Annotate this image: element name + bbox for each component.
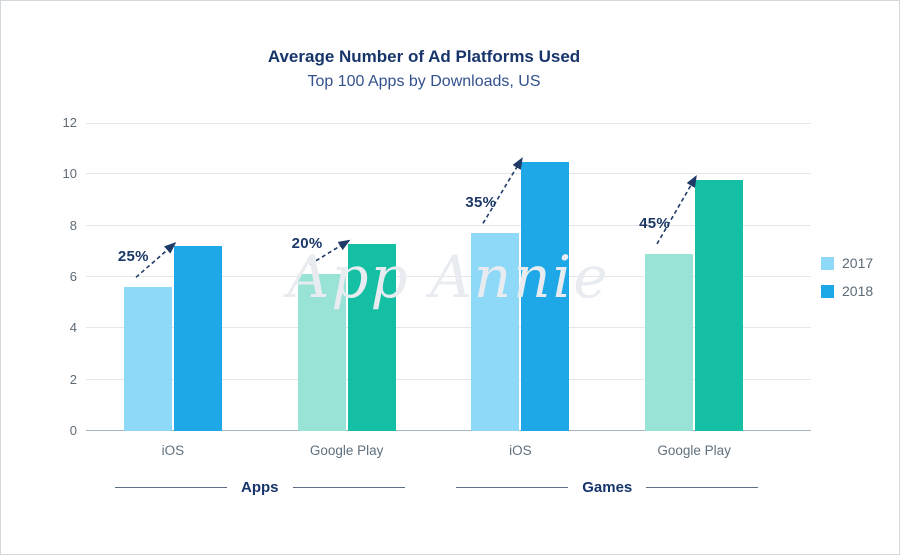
bar-2017 <box>471 233 520 431</box>
bar-2017 <box>123 287 172 431</box>
category-label: iOS <box>509 443 532 458</box>
y-tick-label: 6 <box>69 269 77 284</box>
chart-title: Average Number of Ad Platforms Used <box>267 47 581 66</box>
legend: 2017 2018 <box>821 255 873 299</box>
groups: 25% iOS 20% Google Play 35% iOS 45% Google Play <box>86 123 781 458</box>
y-axis: 0 2 4 6 8 10 12 <box>37 115 77 438</box>
growth-label: 35% <box>465 194 497 212</box>
gridline <box>86 123 811 124</box>
bar-group-ios-0: 25% iOS <box>108 123 238 458</box>
bar-2018 <box>695 179 744 431</box>
bar-group-google-play-1: 20% Google Play <box>282 123 412 458</box>
y-tick-label: 8 <box>69 217 77 233</box>
bar-2018 <box>173 246 222 431</box>
y-tick-label: 12 <box>62 115 77 130</box>
section-label-apps: Apps <box>241 479 279 496</box>
y-tick-label: 4 <box>69 320 77 336</box>
bar-group-ios-2: 35% iOS <box>455 123 585 458</box>
section-label-games: Games <box>582 479 633 496</box>
category-label: iOS <box>161 443 185 458</box>
plot-area: 25% iOS 20% Google Play 35% iOS 45% Google Play <box>86 123 811 458</box>
bar-2017 <box>645 253 694 431</box>
category-label: Google Play <box>657 443 731 458</box>
gridline <box>86 327 811 329</box>
section-axis: Apps Games <box>86 479 781 496</box>
growth-label: 25% <box>117 248 149 266</box>
legend-item-2017: 2017 <box>821 255 873 271</box>
gridline <box>86 276 811 277</box>
gridline <box>86 378 811 380</box>
legend-item-2018: 2018 <box>821 283 873 299</box>
category-label: Google Play <box>309 443 384 458</box>
legend-label-2018: 2018 <box>842 283 874 299</box>
growth-label: 45% <box>639 214 671 232</box>
bar-group-google-play-3: 45% Google Play <box>629 123 759 458</box>
section-games: Games <box>434 479 782 496</box>
y-tick-label: 10 <box>62 166 77 182</box>
growth-label: 20% <box>291 235 323 253</box>
y-tick-label: 0 <box>69 423 77 438</box>
gridline <box>86 430 811 431</box>
gridline <box>86 173 811 175</box>
legend-label-2017: 2017 <box>842 255 874 271</box>
bar-2018 <box>347 243 396 431</box>
section-line-left <box>456 487 569 488</box>
section-line-left <box>115 487 227 488</box>
y-tick-label: 2 <box>69 371 77 387</box>
chart-subtitle: Top 100 Apps by Downloads, US <box>307 73 541 90</box>
section-line-right <box>292 487 405 488</box>
section-apps: Apps <box>86 479 434 496</box>
legend-swatch-2018 <box>821 284 834 298</box>
bar-2018 <box>521 161 570 431</box>
bar-2017 <box>297 274 346 431</box>
legend-swatch-2017 <box>821 256 834 270</box>
section-line-right <box>646 487 759 488</box>
gridline <box>86 224 811 226</box>
